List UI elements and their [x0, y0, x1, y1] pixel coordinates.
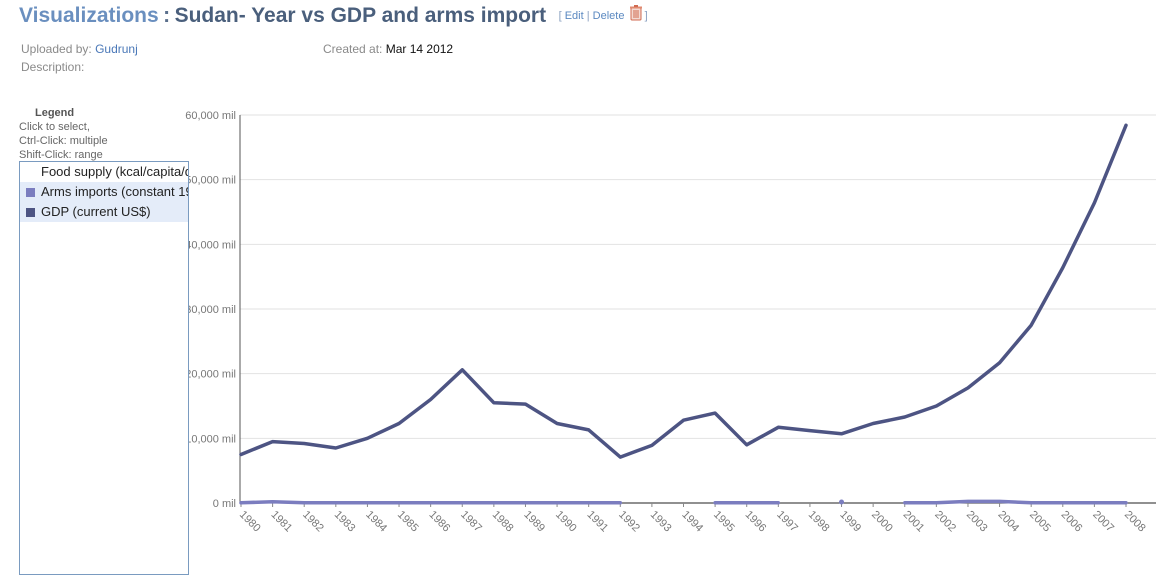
legend-hint-multiple: Ctrl-Click: multiple [19, 135, 108, 147]
legend-hint-range: Shift-Click: range [19, 149, 103, 161]
x-tick-label: 2008 [1122, 509, 1148, 535]
legend-swatch-arms-imports [26, 188, 35, 197]
edit-link[interactable]: Edit [564, 10, 584, 22]
x-tick-label: 1999 [837, 509, 863, 535]
created-at-value: Mar 14 2012 [385, 42, 454, 56]
bracket-close: ] [644, 10, 648, 22]
x-tick-label: 2005 [1027, 509, 1053, 535]
x-tick-label: 1984 [363, 509, 389, 535]
x-tick-label: 2004 [995, 509, 1021, 535]
y-tick-label: 20,000 mil [185, 369, 236, 381]
y-tick-label: 40,000 mil [185, 239, 236, 251]
x-tick-label: 2002 [932, 509, 958, 535]
x-tick-label: 1981 [268, 509, 294, 535]
series-line-gdp [239, 123, 1128, 459]
x-tick-label: 1983 [332, 509, 358, 535]
x-tick-label: 1986 [427, 509, 453, 535]
description-label: Description: [21, 60, 85, 74]
x-tick-label: 1997 [774, 509, 800, 535]
x-tick-label: 2000 [869, 509, 895, 535]
series-point-arms [839, 499, 845, 505]
legend-item-label: Arms imports (constant 1990 US$) [41, 184, 188, 199]
uploaded-by-label: Uploaded by: [21, 42, 92, 56]
x-tick-label: 1996 [743, 509, 769, 535]
series-line-arms [903, 499, 1128, 505]
legend-item-gdp[interactable]: GDP (current US$) [20, 202, 188, 222]
y-tick-label: 50,000 mil [185, 175, 236, 187]
x-tick-label: 2007 [1090, 509, 1116, 535]
y-tick-label: 10,000 mil [185, 433, 236, 445]
x-tick-label: 1989 [521, 509, 547, 535]
header: Visualizations : Sudan- Year vs GDP and … [19, 4, 648, 28]
x-tick-label: 1995 [711, 509, 737, 535]
title-separator: : [163, 4, 171, 27]
x-tick-label: 1980 [237, 509, 263, 535]
x-tick-label: 1990 [553, 509, 579, 535]
pipe-separator: | [586, 10, 590, 22]
y-tick-label: 60,000 mil [185, 110, 236, 122]
legend-item-arms-imports[interactable]: Arms imports (constant 1990 US$) [20, 182, 188, 202]
uploaded-by-row: Uploaded by: Gudrunj [21, 42, 138, 56]
legend-item-label: Food supply (kcal/capita/day) [41, 164, 188, 179]
legend-title: Legend [35, 107, 75, 119]
legend-swatch-gdp [26, 208, 35, 217]
delete-link[interactable]: Delete [592, 10, 625, 22]
legend-swatch-food-supply [26, 168, 35, 177]
legend-list[interactable]: Food supply (kcal/capita/day) Arms impor… [19, 161, 189, 575]
created-at-label: Created at: [323, 42, 383, 56]
uploader-link[interactable]: Gudrunj [95, 42, 138, 56]
x-tick-label: 1998 [806, 509, 832, 535]
created-at-row: Created at: Mar 14 2012 [323, 42, 453, 56]
legend-hint-select: Click to select, [19, 121, 90, 133]
x-tick-label: 2006 [1059, 509, 1085, 535]
visualizations-link[interactable]: Visualizations [19, 4, 159, 27]
series-line-arms [239, 499, 623, 505]
x-tick-label: 1985 [395, 509, 421, 535]
legend-item-food-supply[interactable]: Food supply (kcal/capita/day) [20, 162, 188, 182]
x-tick-label: 1988 [490, 509, 516, 535]
x-tick-label: 1982 [300, 509, 326, 535]
legend-instructions: Legend Click to select, Ctrl-Click: mult… [19, 106, 108, 162]
x-tick-label: 1994 [679, 509, 705, 535]
title-actions: [ Edit | Delete ] [558, 5, 648, 22]
x-tick-label: 2001 [901, 509, 927, 535]
bracket-open: [ [558, 10, 562, 22]
x-tick-label: 1993 [648, 509, 674, 535]
trash-icon[interactable] [629, 5, 642, 21]
legend-item-label: GDP (current US$) [41, 204, 151, 219]
page-title: Sudan- Year vs GDP and arms import [174, 4, 547, 27]
x-tick-label: 2003 [964, 509, 990, 535]
y-tick-label: 0 mil [213, 498, 236, 510]
y-tick-label: 30,000 mil [185, 304, 236, 316]
x-tick-label: 1987 [458, 509, 484, 535]
x-tick-label: 1991 [585, 509, 611, 535]
x-tick-label: 1992 [616, 509, 642, 535]
